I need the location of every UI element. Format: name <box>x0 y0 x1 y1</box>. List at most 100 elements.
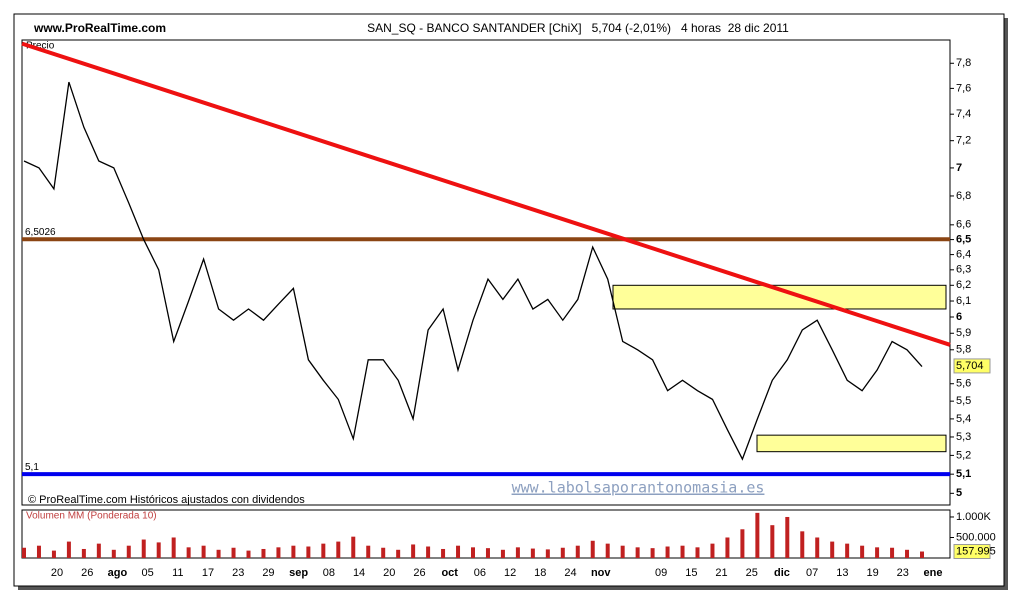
y-tick-label: 7,2 <box>956 135 971 147</box>
x-tick-label: ago <box>108 567 128 579</box>
y-tick-label: 7,8 <box>956 57 971 69</box>
volume-bar <box>845 543 850 558</box>
chart-title: SAN_SQ - BANCO SANTANDER [ChiX] 5,704 (-… <box>367 21 789 35</box>
volume-bar <box>695 547 700 558</box>
volume-bar <box>381 547 386 558</box>
volume-bar <box>66 541 71 558</box>
x-tick-label: 29 <box>262 567 274 579</box>
x-tick-label: 21 <box>715 567 727 579</box>
volume-bar <box>36 545 41 558</box>
zone <box>612 284 947 310</box>
volume-bar <box>605 543 610 558</box>
y-tick-label: 6,5 <box>956 234 971 246</box>
x-tick-label: 19 <box>866 567 878 579</box>
volume-bar <box>396 549 401 558</box>
x-tick-label: 17 <box>202 567 214 579</box>
x-tick-label: 15 <box>685 567 697 579</box>
last-value-label: 157.995 <box>956 545 996 557</box>
volume-bar <box>51 550 56 558</box>
volume-bar <box>635 547 640 558</box>
last-value-box <box>953 544 991 560</box>
volume-bar <box>321 543 326 558</box>
x-tick-label: 12 <box>504 567 516 579</box>
x-tick-label: 14 <box>353 567 365 579</box>
y-tick-label: 5,8 <box>956 344 971 356</box>
volume-bar <box>815 537 820 558</box>
x-tick-label: nov <box>591 567 611 579</box>
y-tick-label: 7,4 <box>956 108 971 120</box>
volume-bar <box>306 546 311 558</box>
volume-bar <box>456 545 461 558</box>
y-tick-label: 5 <box>956 487 962 499</box>
y-tick-label: 5,4 <box>956 413 971 425</box>
x-tick-label: 18 <box>534 567 546 579</box>
volume-bar <box>186 547 191 558</box>
volume-bar <box>276 547 281 558</box>
y-tick-label: 6 <box>956 311 962 323</box>
volume-bar <box>860 545 865 558</box>
volume-bar <box>366 545 371 558</box>
x-tick-label: 05 <box>141 567 153 579</box>
volume-bar <box>530 548 535 558</box>
y-tick-label: 6,4 <box>956 248 971 260</box>
volume-bar <box>246 550 251 558</box>
x-tick-label: 09 <box>655 567 667 579</box>
volume-bar <box>575 545 580 558</box>
y-tick-label: 5,3 <box>956 431 971 443</box>
volume-bar <box>441 548 446 558</box>
y-tick-label: 5,9 <box>956 327 971 339</box>
watermark: www.labolsaporantonomasia.es <box>512 479 765 497</box>
volume-bar <box>500 549 505 558</box>
volume-bar <box>875 547 880 558</box>
price-panel <box>21 39 951 506</box>
volume-bar <box>800 531 805 558</box>
volume-bar <box>680 545 685 558</box>
x-tick-label: dic <box>774 567 790 579</box>
x-tick-label: 06 <box>474 567 486 579</box>
y-tick-label: 5,6 <box>956 378 971 390</box>
volume-bar <box>710 543 715 558</box>
volume-bar <box>261 548 266 558</box>
x-tick-label: 20 <box>383 567 395 579</box>
footer-note: © ProRealTime.com Históricos ajustados c… <box>28 494 305 506</box>
price-line <box>23 81 923 461</box>
volume-bar <box>515 547 520 558</box>
volume-bar <box>201 545 206 558</box>
volume-bar <box>785 516 790 558</box>
horizontal-line-label: 6,5026 <box>25 227 56 238</box>
volume-bar <box>96 543 101 558</box>
x-tick-label: 08 <box>323 567 335 579</box>
y-tick-label: 7,6 <box>956 82 971 94</box>
volume-bar <box>770 525 775 558</box>
volume-bar <box>81 548 86 558</box>
volume-bar <box>291 545 296 558</box>
volume-bar <box>231 547 236 558</box>
y-tick-label: 6,2 <box>956 279 971 291</box>
x-tick-label: 26 <box>81 567 93 579</box>
volume-bar <box>22 547 26 558</box>
volume-bar <box>336 541 341 558</box>
volume-bar <box>351 536 356 558</box>
panel-label: Precio <box>26 41 55 52</box>
volume-bar <box>890 547 895 558</box>
volume-bar <box>111 549 116 558</box>
horizontal-line-label: 5,1 <box>25 462 39 473</box>
x-tick-label: 24 <box>564 567 576 579</box>
x-tick-label: ene <box>924 567 943 579</box>
volume-bar <box>126 545 131 558</box>
volume-bar <box>411 544 416 558</box>
x-tick-label: 25 <box>746 567 758 579</box>
panel-label: Volumen MM (Ponderada 10) <box>26 511 157 522</box>
volume-bar <box>830 541 835 558</box>
site: www.ProRealTime.com <box>33 21 166 35</box>
y-tick-label: 500.000 <box>956 531 996 543</box>
volume-bar <box>141 539 146 558</box>
zone <box>756 434 947 453</box>
trend-line <box>21 41 951 347</box>
x-tick-label: 23 <box>897 567 909 579</box>
volume-bar <box>171 537 176 558</box>
x-tick-label: 20 <box>51 567 63 579</box>
x-tick-label: 07 <box>806 567 818 579</box>
